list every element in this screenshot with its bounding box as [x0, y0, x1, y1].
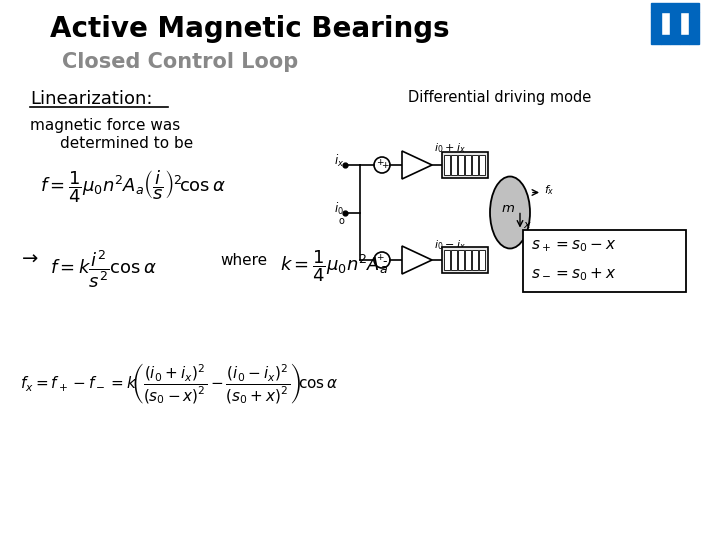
- Text: $m$: $m$: [501, 202, 515, 215]
- Bar: [451, 250, 457, 270]
- Bar: [442, 152, 488, 178]
- Text: $f_x$: $f_x$: [544, 184, 554, 198]
- Bar: [523, 230, 686, 292]
- Text: $s_- = s_0 + x$: $s_- = s_0 + x$: [531, 266, 616, 283]
- Text: $s_+ = s_0 - x$: $s_+ = s_0 - x$: [531, 238, 616, 254]
- Text: +: +: [381, 161, 388, 171]
- Text: o: o: [338, 215, 344, 226]
- Bar: [472, 250, 478, 270]
- Polygon shape: [402, 151, 432, 179]
- Text: $i_0-i_x$: $i_0-i_x$: [434, 238, 466, 252]
- Text: Closed Control Loop: Closed Control Loop: [62, 52, 298, 72]
- Text: $k = \dfrac{1}{4}\mu_0 n^2 A_a$: $k = \dfrac{1}{4}\mu_0 n^2 A_a$: [280, 248, 388, 284]
- Text: Differential driving mode: Differential driving mode: [408, 90, 592, 105]
- Text: where: where: [220, 253, 267, 268]
- Bar: [458, 250, 464, 270]
- Text: $i_0+i_x$: $i_0+i_x$: [434, 141, 466, 155]
- Text: $f = k\dfrac{i^2}{s^2}\cos\alpha$: $f = k\dfrac{i^2}{s^2}\cos\alpha$: [50, 248, 157, 290]
- Bar: [661, 35, 670, 44]
- Bar: [651, 3, 699, 12]
- Bar: [479, 155, 485, 175]
- Bar: [651, 12, 661, 44]
- Text: $i_0$: $i_0$: [334, 200, 344, 217]
- Bar: [465, 250, 471, 270]
- Text: +: +: [377, 253, 384, 262]
- Bar: [458, 155, 464, 175]
- Bar: [465, 155, 471, 175]
- Text: $i_x$: $i_x$: [334, 153, 344, 169]
- Text: Active Magnetic Bearings: Active Magnetic Bearings: [50, 15, 449, 43]
- Text: determined to be: determined to be: [60, 136, 193, 151]
- Bar: [444, 155, 450, 175]
- Text: magnetic force was: magnetic force was: [30, 118, 180, 133]
- Text: $x$: $x$: [523, 219, 532, 230]
- Text: +: +: [377, 158, 384, 167]
- Polygon shape: [402, 246, 432, 274]
- Ellipse shape: [490, 177, 530, 248]
- Text: $f = \dfrac{1}{4}\mu_0 n^2 A_a \left(\dfrac{i}{s}\right)^2 \!\cos\alpha$: $f = \dfrac{1}{4}\mu_0 n^2 A_a \left(\df…: [40, 168, 226, 205]
- Bar: [680, 35, 689, 44]
- Bar: [472, 155, 478, 175]
- Bar: [451, 155, 457, 175]
- Bar: [442, 247, 488, 273]
- Bar: [444, 250, 450, 270]
- Text: $\rightarrow$: $\rightarrow$: [18, 248, 39, 267]
- Text: $f_x = f_+ - f_- = k\!\left(\dfrac{(i_0 + i_x)^2}{(s_0-x)^2} - \dfrac{(i_0 - i_x: $f_x = f_+ - f_- = k\!\left(\dfrac{(i_0 …: [20, 362, 338, 407]
- Bar: [479, 250, 485, 270]
- Bar: [689, 12, 699, 44]
- Bar: [670, 12, 680, 44]
- Text: -: -: [382, 255, 387, 268]
- Text: Linearization:: Linearization:: [30, 90, 153, 108]
